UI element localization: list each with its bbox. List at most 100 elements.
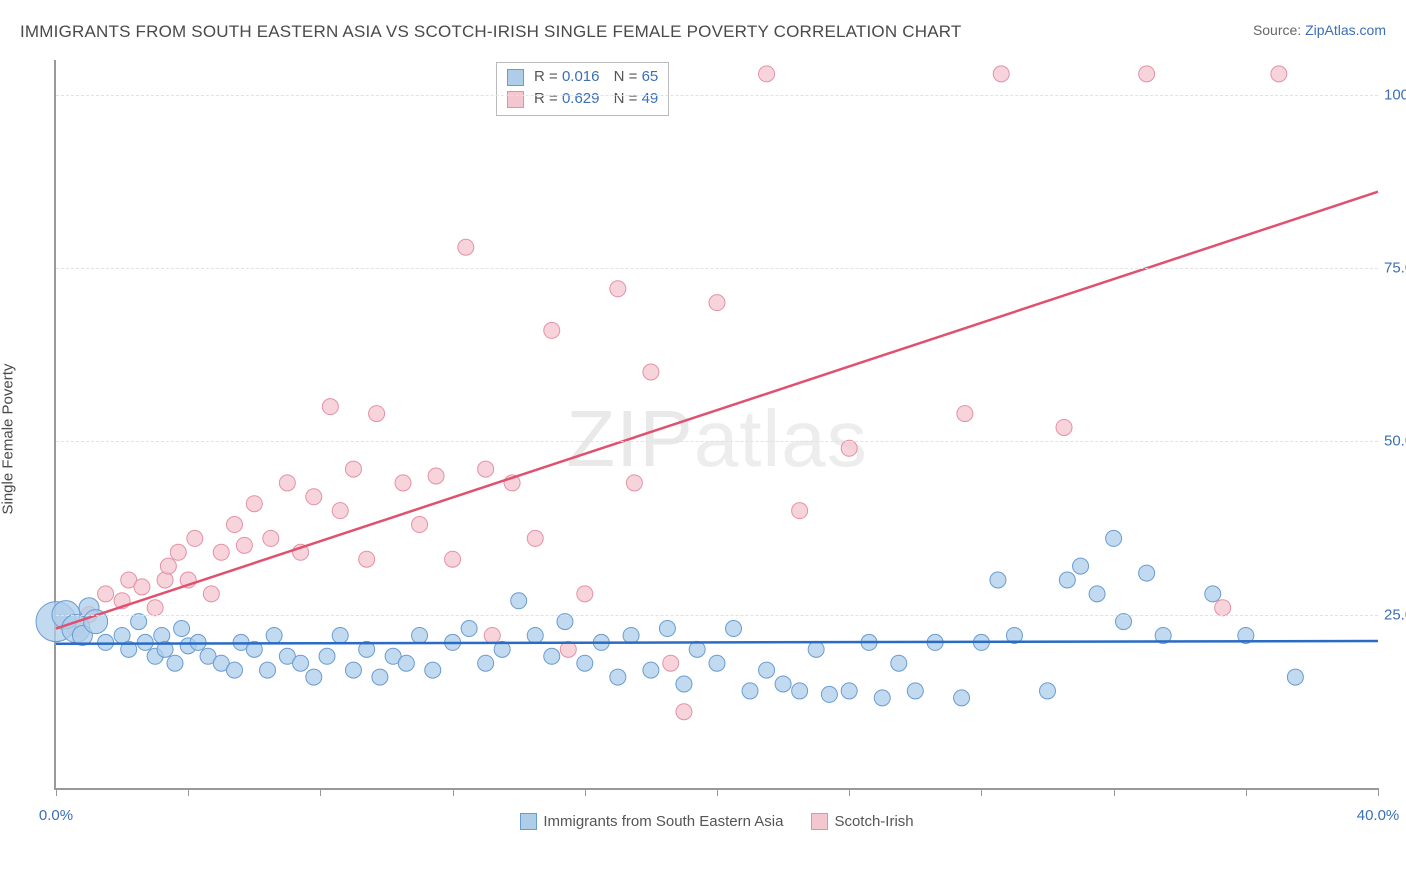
y-axis-label: Single Female Poverty: [0, 364, 17, 515]
data-point: [461, 621, 477, 637]
data-point: [663, 655, 679, 671]
data-point: [841, 440, 857, 456]
data-point: [478, 461, 494, 477]
data-point: [266, 627, 282, 643]
data-point: [359, 551, 375, 567]
data-point: [610, 281, 626, 297]
data-point: [709, 295, 725, 311]
data-point: [332, 627, 348, 643]
trend-line: [56, 192, 1378, 629]
data-point: [954, 690, 970, 706]
data-point: [957, 406, 973, 422]
legend-swatch-pink: [811, 813, 828, 830]
y-tick-label: 50.0%: [1384, 433, 1406, 450]
data-point: [709, 655, 725, 671]
data-point: [478, 655, 494, 671]
data-point: [322, 399, 338, 415]
data-point: [484, 627, 500, 643]
data-point: [445, 551, 461, 567]
x-tick: [188, 788, 189, 796]
data-point: [398, 655, 414, 671]
data-point: [1056, 419, 1072, 435]
data-point: [1059, 572, 1075, 588]
y-tick-label: 100.0%: [1384, 86, 1406, 103]
data-point: [577, 655, 593, 671]
data-point: [263, 530, 279, 546]
data-point: [1040, 683, 1056, 699]
data-point: [203, 586, 219, 602]
data-point: [792, 503, 808, 519]
data-point: [306, 669, 322, 685]
x-tick: [981, 788, 982, 796]
data-point: [689, 641, 705, 657]
x-tick: [849, 788, 850, 796]
data-point: [759, 66, 775, 82]
x-tick-label: 40.0%: [1357, 807, 1400, 824]
data-point: [990, 572, 1006, 588]
data-point: [557, 614, 573, 630]
data-point: [332, 503, 348, 519]
data-point: [676, 704, 692, 720]
x-tick: [1378, 788, 1379, 796]
data-point: [1116, 614, 1132, 630]
x-tick: [1246, 788, 1247, 796]
data-point: [993, 66, 1009, 82]
data-point: [1139, 66, 1155, 82]
data-point: [775, 676, 791, 692]
data-point: [742, 683, 758, 699]
data-point: [659, 621, 675, 637]
data-point: [236, 537, 252, 553]
data-point: [306, 489, 322, 505]
data-point: [1089, 586, 1105, 602]
data-point: [1215, 600, 1231, 616]
data-point: [792, 683, 808, 699]
data-point: [1139, 565, 1155, 581]
data-point: [246, 496, 262, 512]
data-point: [643, 662, 659, 678]
data-point: [626, 475, 642, 491]
data-point: [160, 558, 176, 574]
source-attribution: Source: ZipAtlas.com: [1253, 22, 1386, 38]
data-point: [1287, 669, 1303, 685]
data-point: [372, 669, 388, 685]
data-point: [369, 406, 385, 422]
data-point: [1106, 530, 1122, 546]
x-tick: [1114, 788, 1115, 796]
data-point: [511, 593, 527, 609]
data-point: [170, 544, 186, 560]
y-tick-label: 75.0%: [1384, 260, 1406, 277]
data-point: [907, 683, 923, 699]
data-point: [726, 621, 742, 637]
data-point: [458, 239, 474, 255]
legend-item-pink: Scotch-Irish: [811, 813, 913, 830]
chart-svg: [56, 60, 1378, 788]
chart-plot-area: ZIPatlas R = 0.016 N = 65 R = 0.629 N = …: [54, 60, 1378, 790]
legend-item-blue: Immigrants from South Eastern Asia: [520, 813, 783, 830]
data-point: [412, 517, 428, 533]
data-point: [226, 517, 242, 533]
data-point: [154, 627, 170, 643]
source-prefix: Source:: [1253, 22, 1305, 38]
data-point: [213, 544, 229, 560]
legend-label-pink: Scotch-Irish: [834, 813, 913, 830]
data-point: [167, 655, 183, 671]
data-point: [345, 662, 361, 678]
gridline: [56, 95, 1378, 96]
data-point: [808, 641, 824, 657]
x-tick: [320, 788, 321, 796]
data-point: [412, 627, 428, 643]
legend-label-blue: Immigrants from South Eastern Asia: [543, 813, 783, 830]
data-point: [260, 662, 276, 678]
data-point: [425, 662, 441, 678]
data-point: [544, 322, 560, 338]
x-tick: [585, 788, 586, 796]
data-point: [527, 627, 543, 643]
data-point: [395, 475, 411, 491]
data-point: [891, 655, 907, 671]
x-tick: [717, 788, 718, 796]
source-link[interactable]: ZipAtlas.com: [1305, 22, 1386, 38]
x-tick: [56, 788, 57, 796]
chart-title: IMMIGRANTS FROM SOUTH EASTERN ASIA VS SC…: [20, 22, 962, 42]
data-point: [131, 614, 147, 630]
data-point: [279, 475, 295, 491]
